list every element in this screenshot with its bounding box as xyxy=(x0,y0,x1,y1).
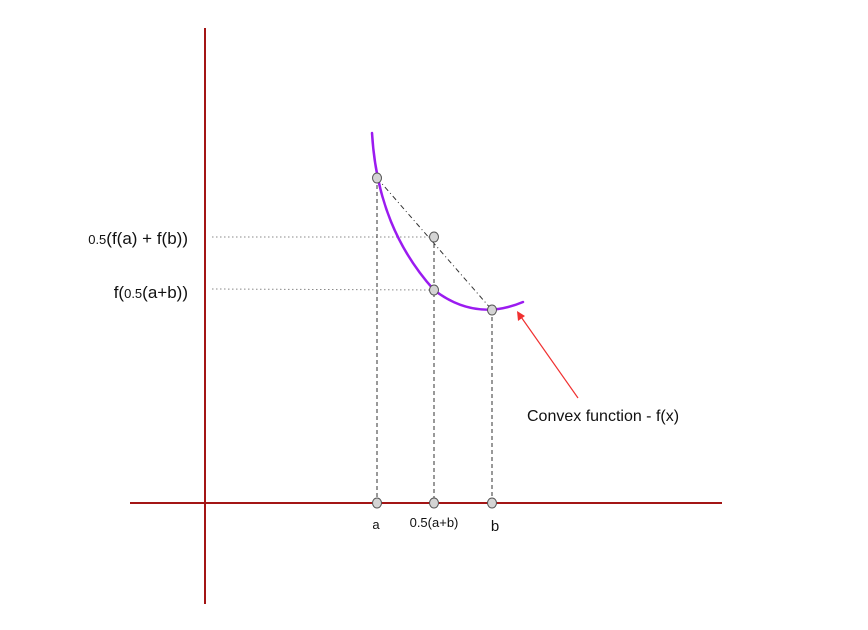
curve-arrow-line xyxy=(518,313,579,399)
convex-curve xyxy=(370,131,525,311)
x-label-a: a xyxy=(372,517,380,532)
avg-value-label: 0.5(f(a) + f(b)) xyxy=(88,229,188,248)
axis-point-b xyxy=(487,497,497,509)
value-at-mid-label-rest: (a+b)) xyxy=(142,283,188,302)
value-at-mid-label-small: 0.5 xyxy=(124,286,142,301)
point-f-a xyxy=(372,172,382,184)
x-label-b: b xyxy=(491,518,499,535)
curve-arrow-head xyxy=(517,311,525,321)
value-at-mid-label: f(0.5(a+b)) xyxy=(114,283,188,302)
chord-line xyxy=(376,177,493,311)
mid-value-guide xyxy=(211,288,434,291)
avg-value-label-prefix: 0.5 xyxy=(88,232,106,247)
curve-label: Convex function - f(x) xyxy=(527,408,679,425)
value-at-mid-label-prefix: f( xyxy=(114,283,125,302)
axis-point-a xyxy=(372,497,382,509)
point-f-mid xyxy=(429,284,439,296)
point-chord-mid xyxy=(429,231,439,243)
x-label-midpoint: 0.5(a+b) xyxy=(410,515,459,530)
avg-value-label-rest: (f(a) + f(b)) xyxy=(106,229,188,248)
axis-point-mid xyxy=(429,497,439,509)
point-f-b xyxy=(487,304,497,316)
